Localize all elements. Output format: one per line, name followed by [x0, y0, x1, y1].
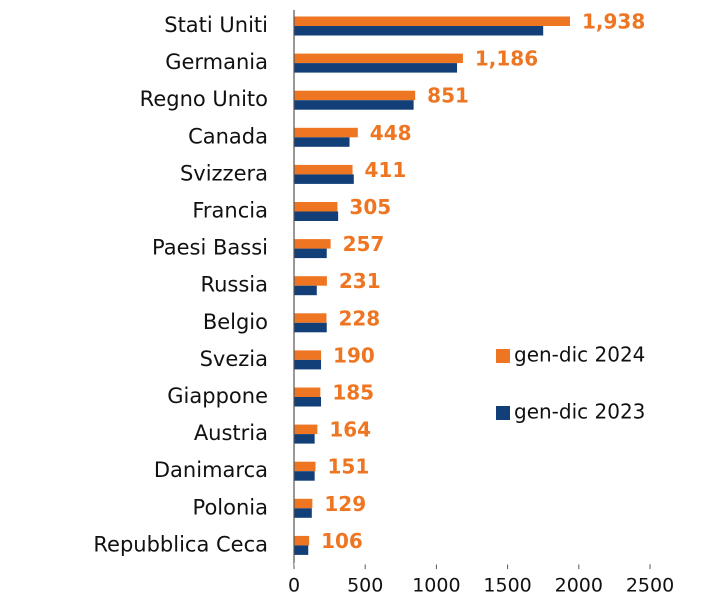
category-label: Polonia: [193, 495, 268, 519]
bar: [294, 359, 322, 370]
category-label: Russia: [200, 273, 268, 297]
bar: [294, 248, 327, 259]
bar: [294, 397, 322, 407]
value-label: 448: [370, 121, 412, 145]
x-tick-label: 1000: [412, 575, 460, 597]
bar: [294, 434, 315, 444]
bar: [294, 26, 544, 36]
category-label: Svezia: [200, 347, 268, 371]
bar: [294, 137, 350, 147]
bar: [294, 508, 312, 518]
value-label: 305: [349, 195, 391, 219]
value-label: 129: [324, 492, 366, 516]
category-label: Svizzera: [180, 161, 268, 185]
bar: [294, 202, 338, 212]
category-label: Paesi Bassi: [152, 236, 268, 260]
category-label: Canada: [188, 124, 268, 148]
value-label: 851: [427, 84, 469, 108]
value-label: 106: [321, 529, 363, 553]
bar: [294, 100, 414, 110]
legend-swatch: [496, 349, 510, 363]
bar: [294, 322, 327, 333]
category-label: Germania: [165, 50, 268, 74]
bar: [294, 461, 316, 472]
category-label: Stati Uniti: [164, 13, 268, 37]
value-label: 164: [329, 418, 371, 442]
bar: [294, 16, 570, 26]
category-label: Francia: [192, 199, 268, 223]
bar: [294, 164, 353, 175]
bar: [294, 535, 310, 546]
bar: [294, 387, 321, 397]
value-label: 1,186: [475, 47, 538, 71]
legend-swatch: [496, 406, 510, 420]
value-label: 228: [338, 306, 380, 330]
legend-label: gen-dic 2024: [514, 343, 645, 367]
x-tick-label: 0: [288, 575, 300, 597]
bar: [294, 498, 313, 509]
bar: [294, 239, 331, 249]
category-label: Giappone: [167, 384, 268, 408]
bar: [294, 63, 458, 73]
value-label: 231: [339, 269, 381, 293]
bar: [294, 174, 354, 184]
bar: [294, 313, 327, 323]
bar: [294, 90, 416, 101]
category-label: Belgio: [203, 310, 268, 334]
bar: [294, 424, 318, 435]
bar: [294, 211, 339, 221]
x-tick-label: 1500: [483, 575, 531, 597]
bar: [294, 471, 315, 481]
x-tick-label: 2500: [626, 575, 674, 597]
value-label: 257: [343, 232, 385, 256]
bar: [294, 127, 358, 138]
x-tick-label: 500: [347, 575, 383, 597]
bar: [294, 276, 327, 286]
value-label: 411: [365, 158, 407, 182]
bar: [294, 545, 309, 555]
bar: [294, 285, 317, 296]
category-label: Danimarca: [154, 458, 268, 482]
bar: [294, 350, 322, 360]
x-tick-label: 2000: [555, 575, 603, 597]
category-label: Regno Unito: [140, 87, 268, 111]
legend-label: gen-dic 2023: [514, 400, 645, 424]
value-label: 185: [332, 381, 374, 405]
value-label: 190: [333, 343, 375, 367]
value-label: 151: [328, 455, 370, 479]
category-label: Austria: [194, 421, 268, 445]
value-label: 1,938: [582, 10, 645, 34]
category-label: Repubblica Ceca: [93, 532, 268, 556]
bar: [294, 53, 463, 64]
